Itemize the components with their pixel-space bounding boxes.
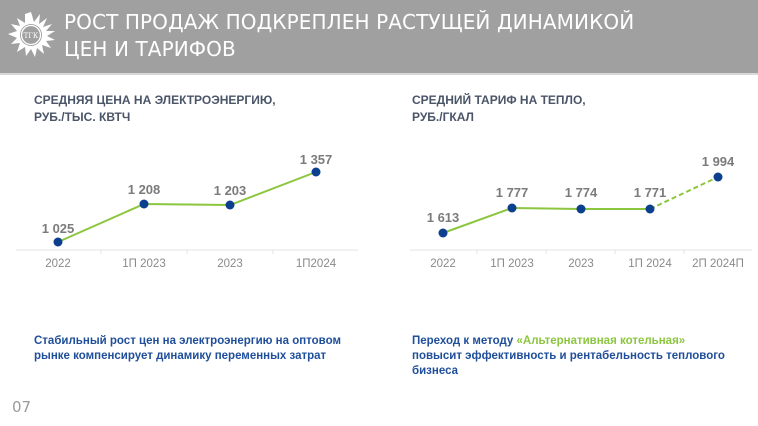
heat-note: Переход к методу «Альтернативная котельн… xyxy=(412,335,725,377)
data-point xyxy=(713,172,723,182)
electricity-price-chart: 1 025 1 208 1 203 1 357 2022 1П 2023 202… xyxy=(0,140,380,290)
data-point xyxy=(645,204,655,214)
x-tick: 2П 2024П xyxy=(692,258,744,270)
electricity-chart-title: СРЕДНЯЯ ЦЕНА НА ЭЛЕКТРОЭНЕРГИЮ, РУБ./ТЫС… xyxy=(34,93,276,124)
value-label: 1 203 xyxy=(213,183,247,198)
heat-tariff-chart: 1 613 1 777 1 774 1 771 1 994 2022 1П 20… xyxy=(0,140,758,290)
value-label: 1 994 xyxy=(701,154,735,169)
x-tick: 2022 xyxy=(45,258,71,270)
value-label: 1 771 xyxy=(633,185,667,200)
x-tick: 1П2024 xyxy=(295,258,337,270)
value-label: 1 357 xyxy=(299,152,333,167)
x-tick: 1П 2024 xyxy=(628,258,672,270)
x-tick: 2022 xyxy=(430,258,456,270)
x-tick: 1П 2023 xyxy=(122,258,166,270)
data-point xyxy=(311,167,321,177)
data-point xyxy=(576,204,586,214)
page-number: 07 xyxy=(12,398,32,416)
electricity-note: Стабильный рост цен на электроэнергию на… xyxy=(34,335,341,362)
data-point xyxy=(438,228,448,238)
x-tick: 2023 xyxy=(568,258,594,270)
x-tick: 1П 2023 xyxy=(490,258,534,270)
value-label: 1 025 xyxy=(41,221,75,236)
data-point xyxy=(225,200,235,210)
value-label: 1 777 xyxy=(495,185,529,200)
data-point xyxy=(139,199,149,209)
page-title: РОСТ ПРОДАЖ ПОДКРЕПЛЕН РАСТУЩЕЙ ДИНАМИКО… xyxy=(64,10,635,61)
method-highlight: «Альтернативная котельная» xyxy=(516,335,686,347)
data-point xyxy=(507,203,517,213)
sun-logo-icon: ТГК xyxy=(8,12,55,57)
slide-header: ТГК РОСТ ПРОДАЖ ПОДКРЕПЛЕН РАСТУЩЕЙ ДИНА… xyxy=(0,0,758,75)
value-label: 1 208 xyxy=(127,182,161,197)
data-point xyxy=(53,237,63,247)
svg-text:ТГК: ТГК xyxy=(24,32,39,40)
value-label: 1 613 xyxy=(426,210,460,225)
value-label: 1 774 xyxy=(564,185,598,200)
heat-chart-title: СРЕДНИЙ ТАРИФ НА ТЕПЛО, РУБ./ГКАЛ xyxy=(412,93,586,124)
x-tick: 2023 xyxy=(217,258,243,270)
